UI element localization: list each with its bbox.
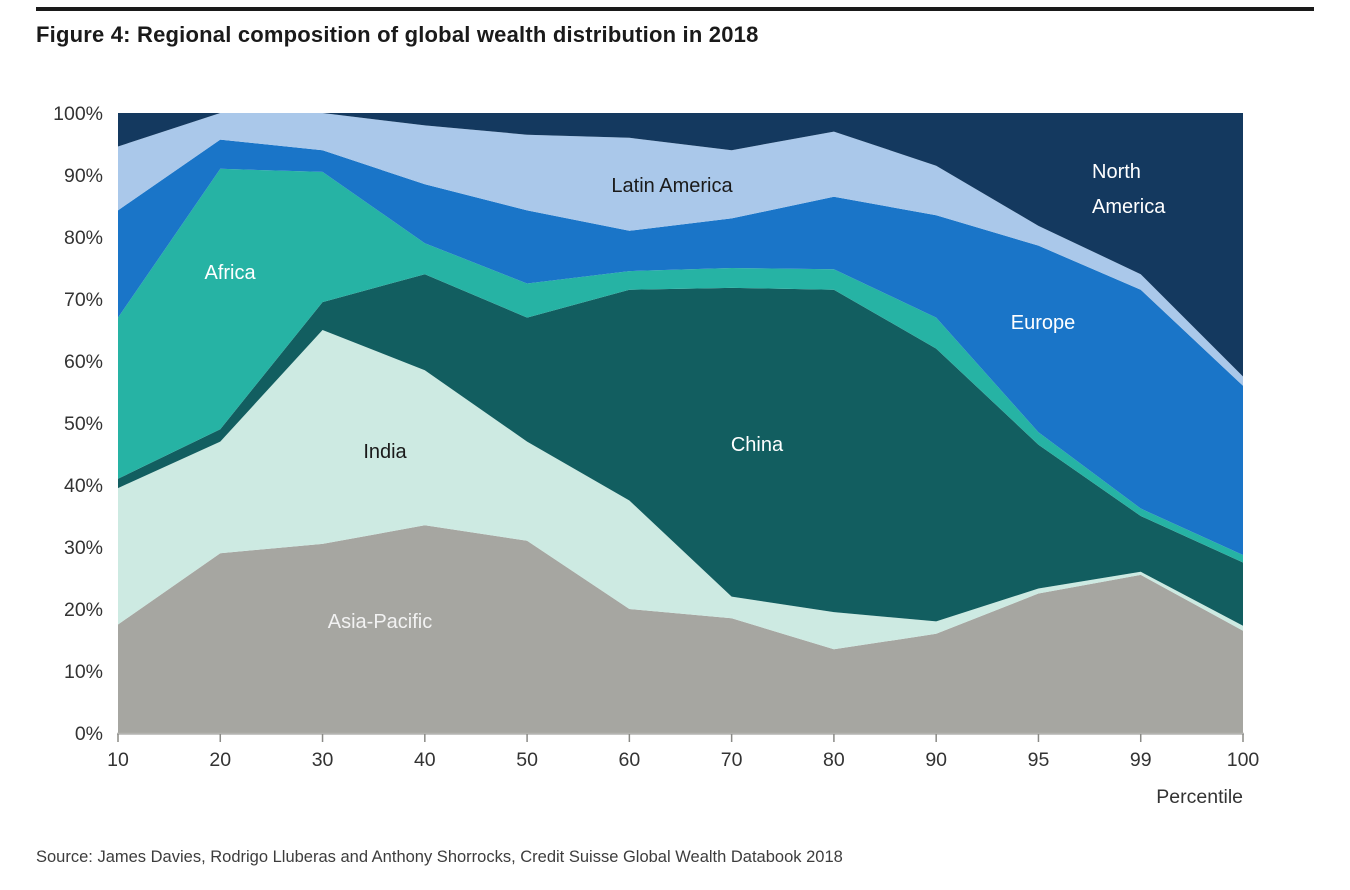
x-tick-label: 50: [516, 749, 538, 771]
area-india: [118, 330, 1243, 650]
area-north-america: [118, 113, 1243, 377]
region-label: India: [363, 441, 407, 463]
title-rule: [36, 7, 1314, 11]
y-tick-label: 50%: [64, 413, 103, 435]
x-tick-label: 99: [1130, 749, 1152, 771]
y-tick-label: 70%: [64, 289, 103, 311]
region-label: Asia-Pacific: [328, 611, 432, 633]
x-tick-label: 70: [721, 749, 743, 771]
x-axis-title: Percentile: [1156, 786, 1243, 808]
region-label: Europe: [1011, 312, 1076, 334]
figure-title: Figure 4: Regional composition of global…: [36, 22, 759, 47]
area-latin-america: [118, 113, 1243, 386]
area-europe: [118, 139, 1243, 556]
x-tick-label: 80: [823, 749, 845, 771]
region-label: Africa: [204, 262, 256, 284]
source-citation: Source: James Davies, Rodrigo Lluberas a…: [36, 848, 843, 866]
area-china: [118, 274, 1243, 626]
area-asia-pacific: [118, 525, 1243, 733]
x-tick-label: 60: [619, 749, 641, 771]
region-label: America: [1092, 196, 1166, 218]
x-tick-label: 95: [1028, 749, 1050, 771]
area-africa: [118, 168, 1243, 563]
y-tick-label: 10%: [64, 661, 103, 683]
x-tick-label: 30: [312, 749, 334, 771]
x-tick-label: 10: [107, 749, 129, 771]
y-tick-label: 100%: [53, 103, 103, 125]
y-tick-label: 80%: [64, 227, 103, 249]
y-tick-label: 0%: [75, 723, 103, 745]
x-tick-label: 90: [925, 749, 947, 771]
y-tick-label: 20%: [64, 599, 103, 621]
x-tick-label: 20: [209, 749, 231, 771]
y-tick-label: 60%: [64, 351, 103, 373]
region-label: North: [1092, 161, 1141, 183]
region-label: China: [731, 434, 784, 456]
y-tick-label: 90%: [64, 165, 103, 187]
y-tick-label: 30%: [64, 537, 103, 559]
x-tick-label: 40: [414, 749, 436, 771]
x-tick-label: 100: [1227, 749, 1260, 771]
region-label: Latin America: [611, 175, 733, 197]
y-tick-label: 40%: [64, 475, 103, 497]
